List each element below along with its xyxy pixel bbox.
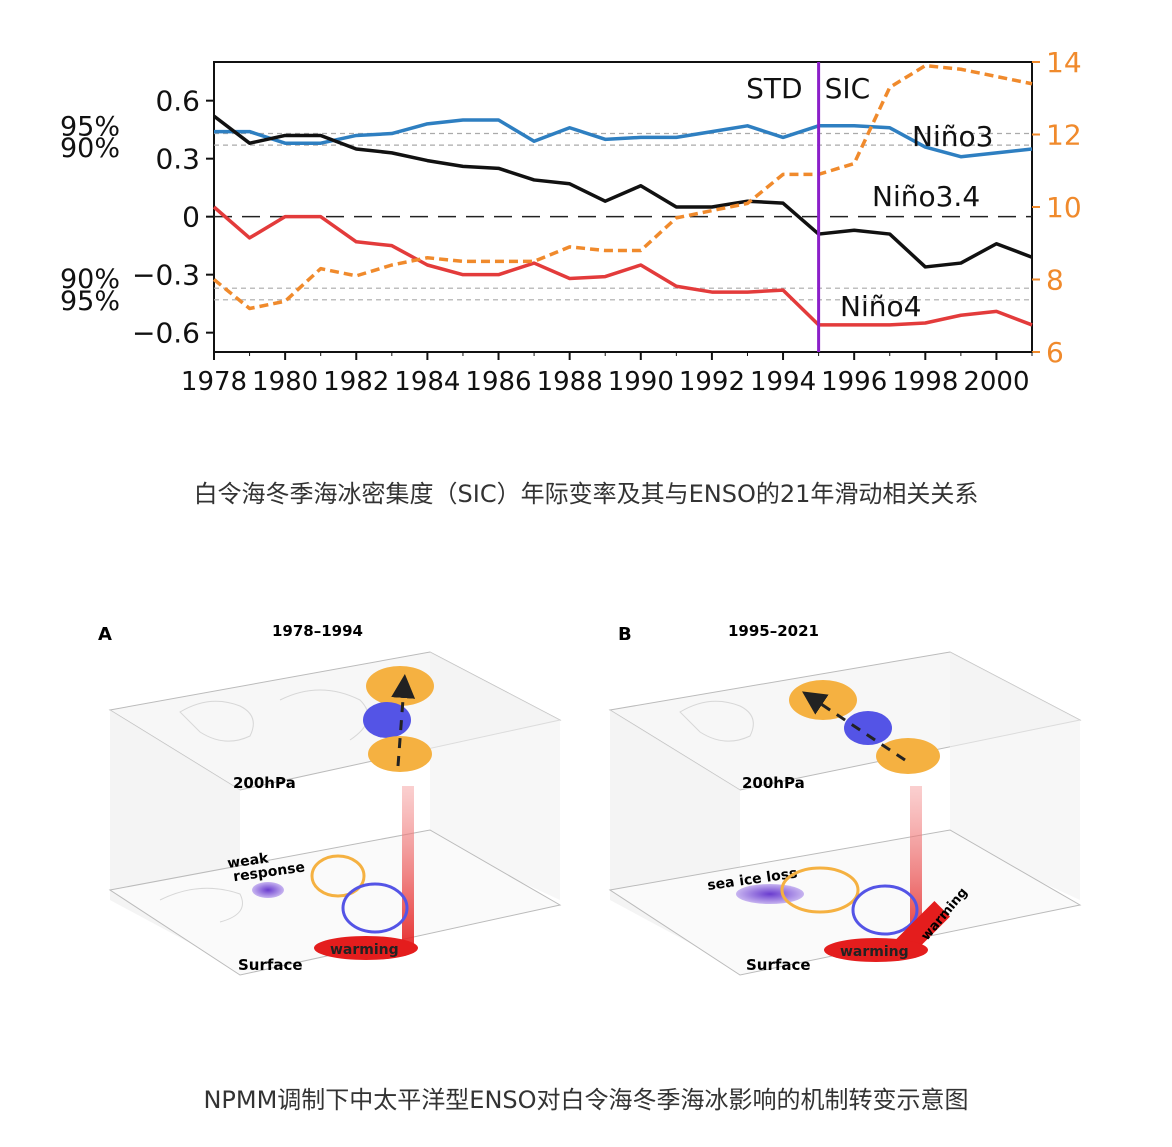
- series-line: [212, 114, 1033, 269]
- panel-letter: B: [618, 624, 632, 645]
- cold-anomaly: [363, 702, 411, 738]
- warming-patch: [824, 938, 928, 962]
- series-label: Niño4: [840, 290, 921, 323]
- y-right-tick-label: 12: [1046, 119, 1082, 152]
- weak-ice-response: [252, 882, 284, 898]
- warm-circulation: [310, 854, 366, 898]
- series-label: Niño3.4: [872, 180, 980, 213]
- series-line: [212, 63, 1033, 311]
- surface-label: Surface: [746, 956, 811, 974]
- y-right-tick-label: 6: [1046, 336, 1064, 369]
- series-label: Niño3: [912, 120, 993, 153]
- back-wall: [430, 652, 560, 900]
- x-tick-label: 1982: [323, 367, 389, 397]
- teleconnection-beam: [910, 786, 922, 946]
- warming-label: warming: [840, 944, 909, 960]
- lower-plane: [608, 829, 1082, 976]
- x-tick-label: 1980: [252, 367, 318, 397]
- x-tick-label: 1986: [465, 367, 531, 397]
- warm-anomaly-north: [366, 666, 434, 706]
- panel-period: 1978–1994: [272, 622, 363, 640]
- x-tick-label: 1992: [679, 367, 745, 397]
- x-tick-label: 1990: [608, 367, 674, 397]
- x-tick-label: 1994: [750, 367, 816, 397]
- y-left-tick-label: −0.6: [132, 317, 200, 350]
- lower-plane: [108, 829, 562, 976]
- chart-caption: 白令海冬季海冰密集度（SIC）年际变率及其与ENSO的21年滑动相关关系: [193, 480, 979, 508]
- significance-label: 90%: [60, 133, 120, 164]
- chart-series: [212, 63, 1033, 327]
- surface-label: Surface: [238, 956, 303, 974]
- panel-letter: A: [98, 624, 112, 645]
- warm-anomaly-north: [789, 680, 857, 720]
- warm-circulation: [780, 866, 860, 914]
- x-tick-label: 1978: [181, 367, 247, 397]
- series-line: [214, 118, 1033, 159]
- mechanism-schematic: A 1978–1994 200hPa weak response warming…: [98, 622, 1082, 976]
- cold-circulation: [851, 884, 919, 936]
- split-label-right: SIC: [825, 72, 871, 105]
- split-label-left: STD: [746, 72, 802, 105]
- warming-patch: [314, 936, 418, 960]
- upper-level-label: 200hPa: [742, 774, 805, 792]
- y-right-tick-label: 8: [1046, 264, 1064, 297]
- panel-b: B 1995–2021 200hPa sea ice loss warming …: [608, 622, 1082, 976]
- panel-a: A 1978–1994 200hPa weak response warming…: [98, 622, 562, 976]
- x-tick-label: 1984: [394, 367, 460, 397]
- y-right-tick-label: 10: [1046, 191, 1082, 224]
- y-left-tick-label: 0.6: [155, 85, 200, 118]
- significance-label: 90%: [60, 264, 120, 295]
- x-tick-label: 1988: [537, 367, 603, 397]
- y-left-tick-label: 0: [182, 201, 200, 234]
- chart-labels: STD SIC Niño3 Niño3.4 Niño4: [746, 62, 993, 352]
- panel-period: 1995–2021: [728, 622, 819, 640]
- upper-level-label: 200hPa: [233, 774, 296, 792]
- y-left-tick-label: −0.3: [132, 259, 200, 292]
- y-left-tick-label: 0.3: [155, 143, 200, 176]
- cold-anomaly: [844, 711, 892, 745]
- x-tick-label: 2000: [963, 367, 1029, 397]
- teleconnection-beam: [402, 786, 414, 946]
- series-line: [212, 205, 1033, 327]
- warming-label: warming: [330, 942, 399, 958]
- warm-anomaly-south: [876, 738, 940, 774]
- significance-lines: 95%90%90%95%: [60, 112, 1032, 317]
- back-wall: [950, 652, 1080, 900]
- figure-caption: NPMM调制下中太平洋型ENSO对白令海冬季海冰影响的机制转变示意图: [203, 1086, 969, 1114]
- x-tick-label: 1998: [892, 367, 958, 397]
- y-right-tick-label: 14: [1046, 46, 1082, 79]
- warm-anomaly-south: [368, 736, 432, 772]
- x-tick-label: 1996: [821, 367, 887, 397]
- significance-label: 95%: [60, 286, 120, 317]
- significance-label: 95%: [60, 112, 120, 143]
- ice-label-line1: weak: [226, 850, 270, 872]
- cold-circulation: [341, 882, 409, 934]
